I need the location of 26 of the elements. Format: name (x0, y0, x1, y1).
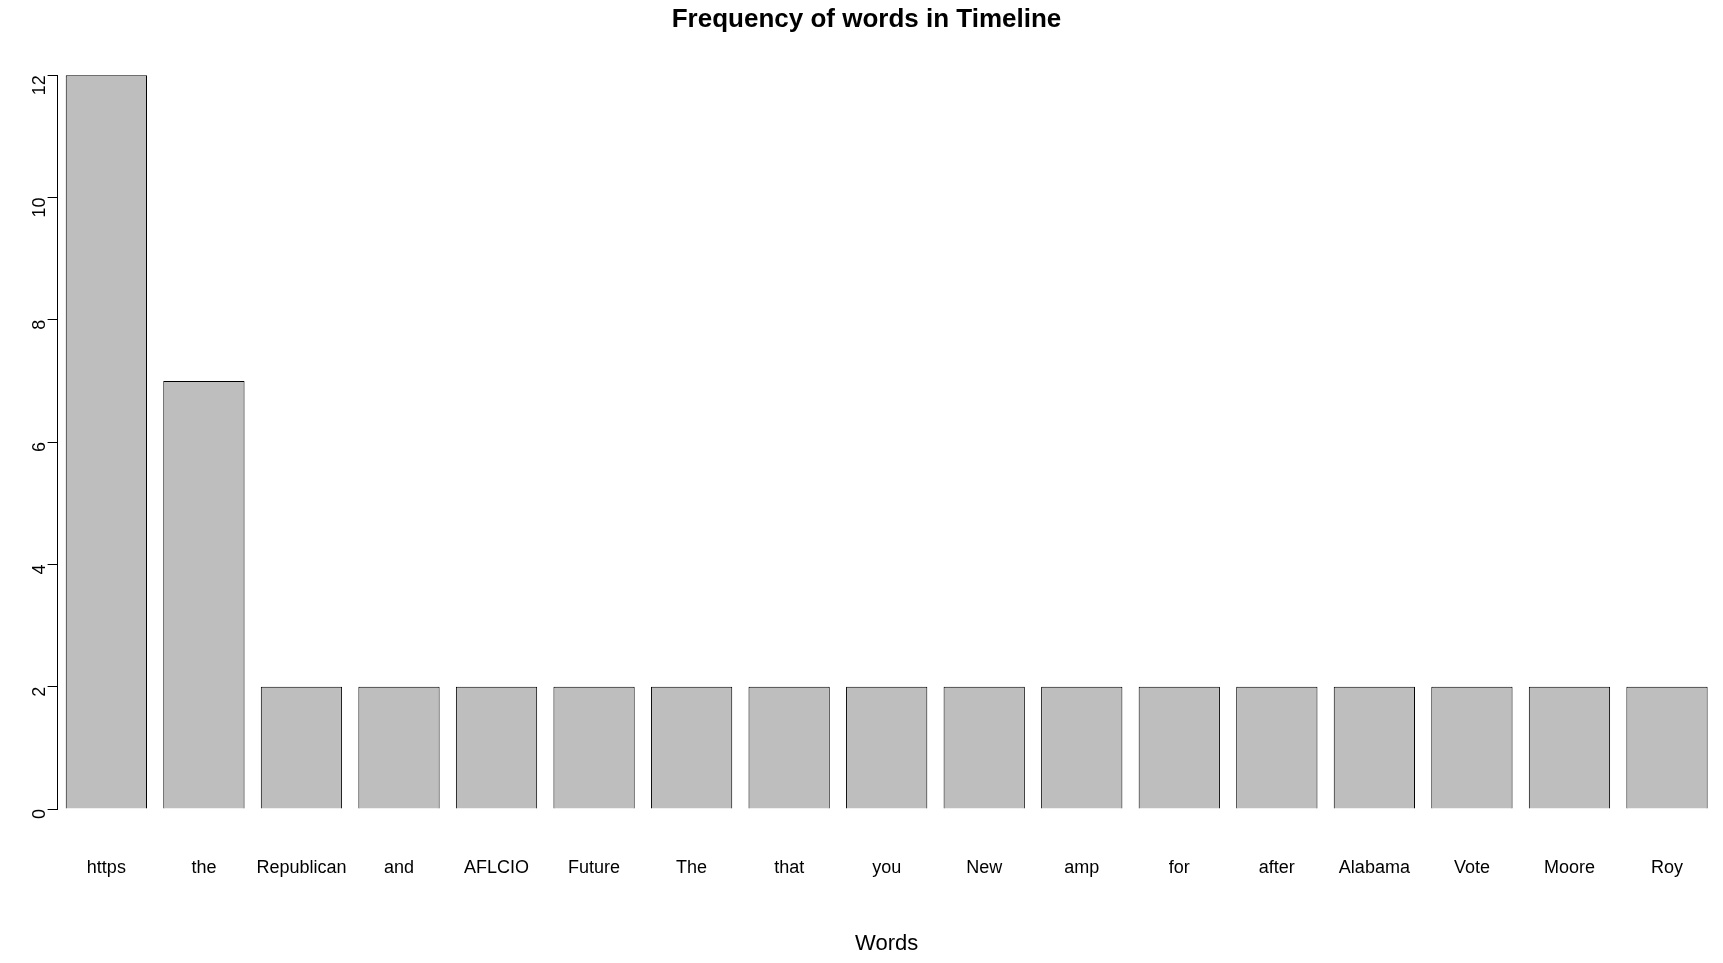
x-tick-label: the (191, 856, 217, 877)
x-tick-label: The (676, 856, 708, 877)
x-tick-label: Vote (1453, 856, 1490, 877)
x-tick-label: New (966, 856, 1004, 877)
x-tick-label: after (1258, 856, 1295, 877)
x-tick-label: for (1168, 856, 1190, 877)
x-tick-label: you (872, 856, 902, 877)
x-tick-label: Alabama (1338, 856, 1411, 877)
x-tick-label: amp (1064, 856, 1100, 877)
y-tick-label: 10 (28, 197, 49, 218)
y-tick-label: 8 (28, 319, 49, 330)
x-axis-title: Words (855, 929, 919, 955)
x-tick-label: AFLCIO (464, 856, 530, 877)
x-tick-label: https (86, 856, 126, 877)
x-tick-label: Moore (1543, 856, 1595, 877)
y-tick-label: 6 (28, 442, 49, 453)
y-tick-label: 0 (28, 809, 49, 820)
x-tick-label: that (774, 856, 805, 877)
x-tick-label: Republican (256, 856, 347, 877)
chart-title: Frequency of words in Timeline (671, 2, 1062, 33)
x-tick-label: Roy (1650, 856, 1683, 877)
y-tick-label: 2 (28, 686, 49, 697)
y-tick-label: 4 (28, 564, 49, 575)
y-tick-label: 12 (28, 75, 49, 96)
x-tick-label: Future (568, 856, 621, 877)
x-tick-label: and (383, 856, 415, 877)
